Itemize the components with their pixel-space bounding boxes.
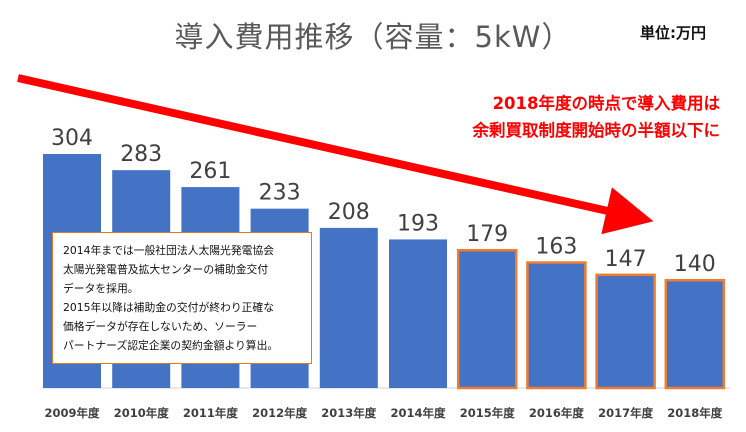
bar-2013年度 xyxy=(319,227,378,388)
trend-arrow xyxy=(17,74,654,235)
data-label-2010年度: 283 xyxy=(120,142,162,167)
data-label-2017年度: 147 xyxy=(605,247,647,272)
x-tick-label-2015年度: 2015年度 xyxy=(460,406,516,420)
bar-2016年度 xyxy=(526,261,587,390)
x-tick-label-2012年度: 2012年度 xyxy=(252,406,308,420)
bar-2018年度 xyxy=(664,278,726,390)
x-tick-label-2010年度: 2010年度 xyxy=(114,406,170,420)
note-line-2: 太陽光発電普及拡大センターの補助金交付 xyxy=(63,263,269,276)
bar-2014年度 xyxy=(389,239,447,388)
x-tick-label-2013年度: 2013年度 xyxy=(321,406,377,420)
data-label-2012年度: 233 xyxy=(259,181,301,206)
x-tick-label-2011年度: 2011年度 xyxy=(183,406,239,420)
data-label-2011年度: 261 xyxy=(189,159,231,184)
headline-line-2: 余剰買取制度開始時の半額以下に xyxy=(472,121,721,140)
bar-2015年度 xyxy=(456,248,518,390)
note-line-3: データを採用。 xyxy=(63,282,139,295)
note-line-1: 2014年までは一般社団法人太陽光発電協会 xyxy=(63,244,275,257)
data-label-2014年度: 193 xyxy=(397,211,439,236)
data-label-2009年度: 304 xyxy=(51,126,93,151)
data-label-2015年度: 179 xyxy=(466,222,508,247)
unit-label: 単位:万円 xyxy=(640,24,706,42)
data-label-2013年度: 208 xyxy=(328,200,370,225)
x-tick-label-2009年度: 2009年度 xyxy=(44,406,100,420)
x-tick-label-2014年度: 2014年度 xyxy=(390,406,446,420)
data-label-2016年度: 163 xyxy=(535,235,577,260)
headline-callout: 2018年度の時点で導入費用は 余剰買取制度開始時の半額以下に xyxy=(473,90,721,144)
note-line-5: 価格データが存在しないため、ソーラー xyxy=(63,320,258,333)
x-tick-label-2016年度: 2016年度 xyxy=(529,406,585,420)
source-note-box: 2014年までは一般社団法人太陽光発電協会 太陽光発電普及拡大センターの補助金交… xyxy=(52,232,312,364)
x-tick-label-2018年度: 2018年度 xyxy=(667,406,723,420)
note-line-6: パートナーズ認定企業の契約金額より算出。 xyxy=(63,339,279,352)
bar-2017年度 xyxy=(595,273,656,390)
x-tick-label-2017年度: 2017年度 xyxy=(598,406,654,420)
chart-title: 導入費用推移（容量：5kW） xyxy=(174,20,572,54)
data-label-2018年度: 140 xyxy=(674,252,716,277)
note-line-4: 2015年以降は補助金の交付が終わり正確な xyxy=(63,301,275,314)
headline-line-1: 2018年度の時点で導入費用は xyxy=(492,94,720,113)
